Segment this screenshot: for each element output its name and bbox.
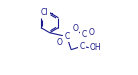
Text: Cl: Cl: [41, 8, 48, 17]
Text: C: C: [79, 42, 84, 51]
Text: O: O: [72, 24, 78, 33]
Text: OH: OH: [90, 43, 102, 52]
Text: O: O: [89, 28, 95, 37]
Text: C: C: [64, 32, 69, 41]
Text: O: O: [56, 38, 62, 47]
Text: C: C: [81, 30, 86, 39]
